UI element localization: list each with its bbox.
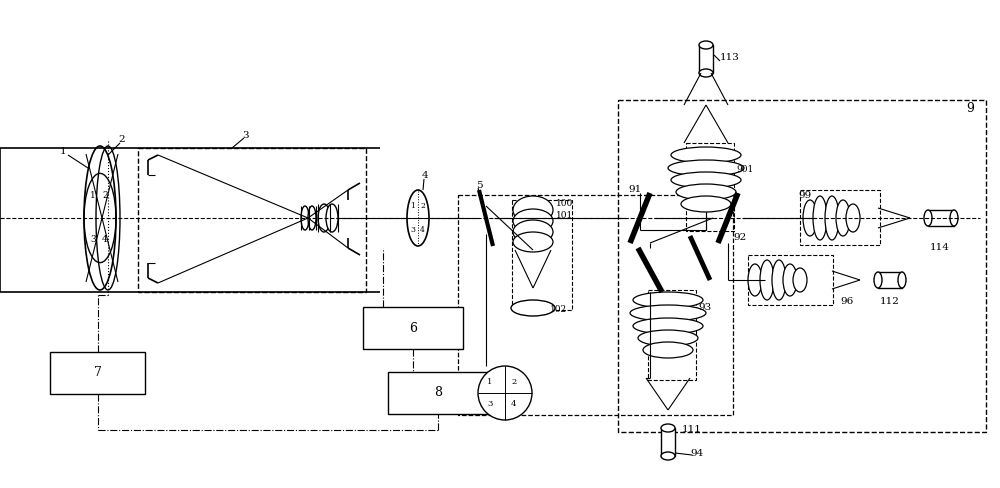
Ellipse shape	[513, 209, 553, 233]
Circle shape	[478, 366, 532, 420]
Ellipse shape	[803, 200, 817, 236]
Bar	[748, 255, 833, 305]
Ellipse shape	[699, 69, 713, 77]
Bar	[699, 45, 713, 73]
Ellipse shape	[513, 232, 553, 252]
Text: 3: 3	[487, 400, 492, 408]
Ellipse shape	[318, 204, 330, 232]
Bar	[661, 428, 675, 456]
Ellipse shape	[511, 300, 555, 316]
Bar	[388, 372, 488, 414]
Ellipse shape	[668, 160, 744, 176]
Ellipse shape	[326, 204, 338, 232]
Bar	[686, 143, 734, 231]
Text: 100: 100	[556, 199, 573, 207]
Ellipse shape	[661, 424, 675, 432]
Text: 2: 2	[511, 378, 516, 386]
Text: 6: 6	[409, 322, 417, 334]
Text: 7: 7	[94, 366, 101, 380]
Text: 102: 102	[550, 305, 567, 314]
Ellipse shape	[950, 210, 958, 226]
Ellipse shape	[836, 200, 850, 236]
Text: 4: 4	[102, 236, 108, 244]
Ellipse shape	[681, 196, 731, 212]
Text: 4: 4	[422, 171, 429, 181]
Text: 114: 114	[930, 244, 950, 252]
Text: 901: 901	[736, 165, 753, 175]
Text: 5: 5	[476, 181, 483, 189]
Bar	[138, 148, 366, 292]
Ellipse shape	[513, 220, 553, 244]
Ellipse shape	[898, 272, 906, 288]
Ellipse shape	[793, 268, 807, 292]
Ellipse shape	[513, 196, 553, 224]
Ellipse shape	[633, 318, 703, 334]
Text: 93: 93	[698, 304, 711, 312]
Text: 4: 4	[420, 226, 425, 234]
Bar	[50, 352, 145, 394]
Bar	[878, 272, 902, 288]
Text: 92: 92	[733, 233, 746, 243]
Bar	[363, 307, 463, 349]
Ellipse shape	[633, 292, 703, 308]
Bar	[928, 210, 954, 226]
Ellipse shape	[846, 204, 860, 232]
Text: 96: 96	[840, 298, 853, 306]
Text: 3: 3	[90, 236, 96, 244]
Text: 3: 3	[410, 226, 415, 234]
Ellipse shape	[676, 184, 736, 200]
Ellipse shape	[671, 147, 741, 163]
Text: 101: 101	[556, 211, 573, 221]
Text: 113: 113	[720, 54, 740, 62]
Ellipse shape	[661, 452, 675, 460]
Text: 94: 94	[690, 448, 703, 458]
Text: 2: 2	[118, 136, 125, 144]
Ellipse shape	[301, 206, 309, 230]
Text: 8: 8	[434, 386, 442, 400]
Text: 99: 99	[798, 191, 811, 201]
Ellipse shape	[638, 330, 698, 346]
Ellipse shape	[748, 264, 762, 296]
Bar	[800, 190, 880, 245]
Ellipse shape	[643, 342, 693, 358]
Ellipse shape	[874, 272, 882, 288]
Bar	[618, 100, 986, 432]
Text: 1: 1	[90, 191, 96, 201]
Ellipse shape	[630, 305, 706, 321]
Text: 3: 3	[242, 130, 249, 140]
Text: 1: 1	[487, 378, 492, 386]
Bar	[512, 200, 572, 310]
Ellipse shape	[813, 196, 827, 240]
Text: 1: 1	[60, 147, 67, 157]
Ellipse shape	[772, 260, 786, 300]
Ellipse shape	[407, 190, 429, 246]
Ellipse shape	[308, 206, 316, 230]
Text: 112: 112	[880, 298, 900, 306]
Bar	[458, 195, 733, 415]
Text: 111: 111	[682, 426, 702, 434]
Ellipse shape	[783, 264, 797, 296]
Bar	[648, 290, 696, 380]
Text: 4: 4	[511, 400, 516, 408]
Text: 9: 9	[966, 102, 974, 115]
Ellipse shape	[699, 41, 713, 49]
Text: 2: 2	[420, 202, 425, 210]
Ellipse shape	[671, 172, 741, 188]
Ellipse shape	[760, 260, 774, 300]
Ellipse shape	[924, 210, 932, 226]
Ellipse shape	[825, 196, 839, 240]
Text: 1: 1	[410, 202, 415, 210]
Text: 91: 91	[628, 185, 641, 195]
Text: 2: 2	[102, 191, 108, 201]
